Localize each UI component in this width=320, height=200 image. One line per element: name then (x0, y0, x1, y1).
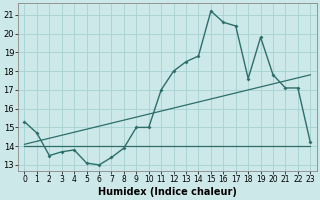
X-axis label: Humidex (Indice chaleur): Humidex (Indice chaleur) (98, 187, 237, 197)
